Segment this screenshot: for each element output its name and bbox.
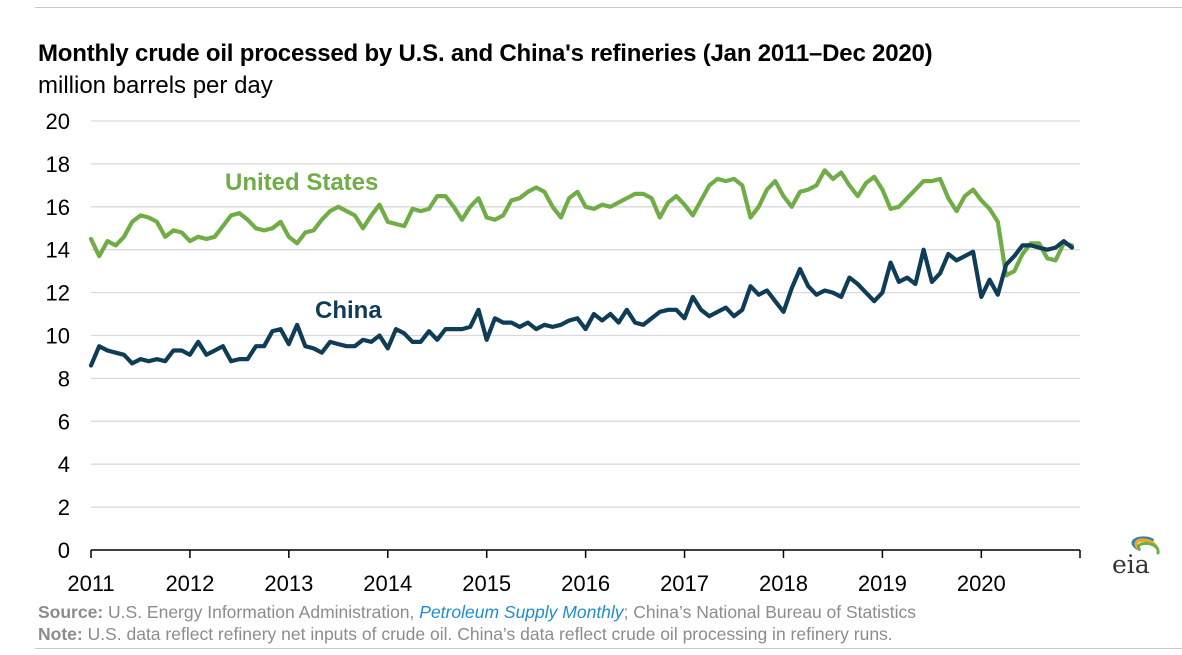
y-tick-label: 20 <box>46 109 70 134</box>
x-axis: 2011 2012 2013 2014 2015 2016 2017 2018 2019 2020 <box>67 549 1081 596</box>
x-tick-label: 2014 <box>363 571 412 596</box>
x-tick-label: 2018 <box>759 571 808 596</box>
x-tick-label: 2020 <box>957 571 1006 596</box>
y-axis-tick-labels: 0 2 4 6 8 10 12 14 16 18 20 <box>46 109 70 563</box>
source-text-pre: U.S. Energy Information Administration, <box>103 602 420 622</box>
note-text: U.S. data reflect refinery net inputs of… <box>82 624 893 644</box>
source-note: Source: U.S. Energy Information Administ… <box>38 602 916 623</box>
eia-logo-text: eia <box>1112 550 1150 577</box>
note-label: Note: <box>38 624 83 644</box>
x-tick-label: 2016 <box>561 571 610 596</box>
note: Note: U.S. data reflect refinery net inp… <box>38 624 893 645</box>
source-publication-link[interactable]: Petroleum Supply Monthly <box>419 602 624 622</box>
series-line-china <box>88 239 1075 368</box>
y-tick-label: 14 <box>46 238 70 263</box>
x-tick-label: 2017 <box>660 571 709 596</box>
x-tick-label: 2015 <box>462 571 511 596</box>
y-tick-label: 0 <box>58 538 70 563</box>
x-tick-label: 2013 <box>264 571 313 596</box>
y-tick-label: 10 <box>46 324 70 349</box>
series-lines <box>88 168 1075 368</box>
y-tick-label: 12 <box>46 281 70 306</box>
y-tick-label: 8 <box>58 366 70 391</box>
bottom-divider <box>35 648 1182 649</box>
chart-title: Monthly crude oil processed by U.S. and … <box>38 40 933 67</box>
series-labels: United States China <box>225 169 382 324</box>
y-tick-label: 18 <box>46 152 70 177</box>
y-tick-label: 2 <box>58 495 70 520</box>
y-tick-label: 6 <box>58 409 70 434</box>
top-divider <box>35 7 1182 8</box>
source-text-post: ; China’s National Bureau of Statistics <box>623 602 917 622</box>
chart-subtitle: million barrels per day <box>38 72 273 99</box>
eia-logo-icon: eia <box>1112 536 1160 577</box>
x-tick-label: 2019 <box>858 571 907 596</box>
series-label-china: China <box>315 297 382 324</box>
source-label: Source: <box>38 602 104 622</box>
x-tick-label: 2011 <box>67 571 114 596</box>
y-tick-label: 16 <box>46 195 70 220</box>
series-line-united-states <box>88 168 1075 278</box>
x-tick-label: 2012 <box>165 571 214 596</box>
y-tick-label: 4 <box>58 452 70 477</box>
series-label-united-states: United States <box>225 169 378 196</box>
